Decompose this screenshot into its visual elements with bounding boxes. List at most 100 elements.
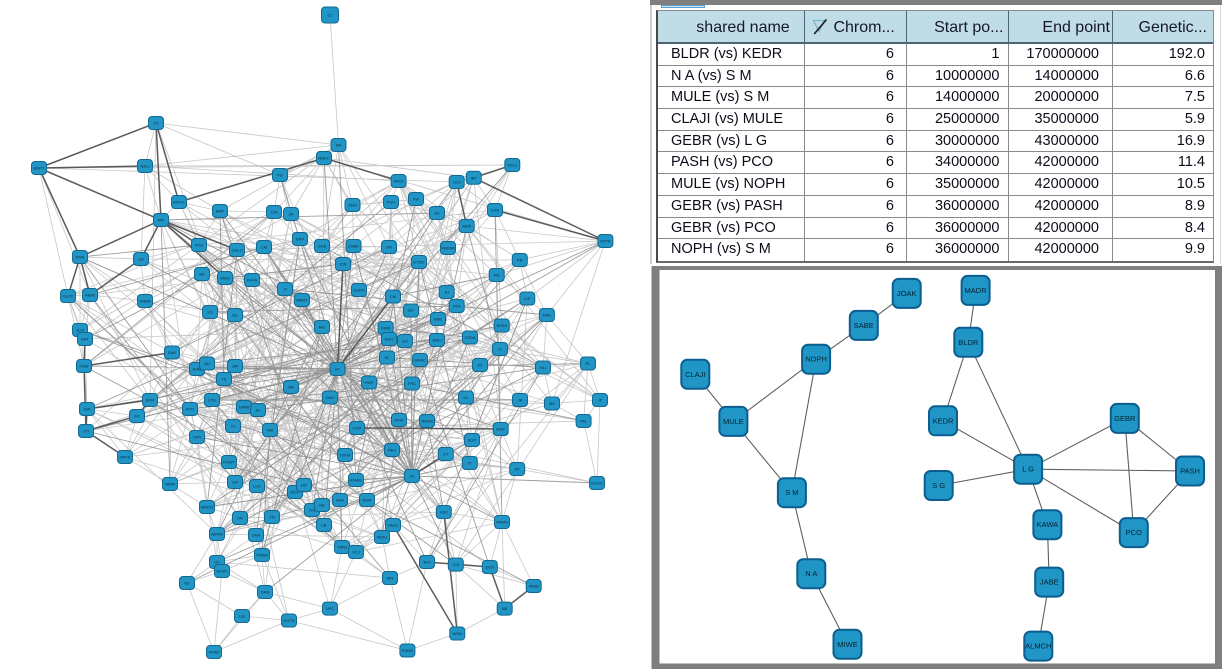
svg-text:ALMCH: ALMCH [1025,642,1051,651]
svg-text:HHOI: HHOI [394,179,404,184]
svg-text:FSW: FSW [80,364,89,369]
svg-text:PTA: PTA [453,304,461,309]
svg-text:AERI: AERI [462,224,471,229]
svg-text:UTE: UTE [208,398,216,403]
svg-text:NRBN: NRBN [139,299,150,304]
svg-text:RSM: RSM [363,498,372,503]
svg-text:RTO: RTO [186,407,194,412]
svg-text:BB: BB [502,606,508,611]
svg-text:SL: SL [385,355,391,360]
svg-text:MTFG: MTFG [173,200,184,205]
svg-text:KE: KE [319,503,325,508]
svg-text:HO: HO [301,483,307,488]
svg-text:S G: S G [932,481,945,490]
svg-text:NOIU: NOIU [377,535,387,540]
svg-text:RRAN: RRAN [421,419,432,424]
svg-text:JP: JP [598,398,603,403]
svg-text:RIBM: RIBM [85,293,95,298]
svg-text:NJ: NJ [185,581,190,586]
svg-text:PGO: PGO [387,200,396,205]
svg-text:MGH: MGH [220,276,229,281]
svg-text:SCJ: SCJ [352,550,360,555]
svg-text:CM: CM [261,245,267,250]
svg-text:MIWE: MIWE [837,640,857,649]
svg-text:RR: RR [517,258,523,263]
svg-text:FKAP: FKAP [209,650,220,655]
svg-text:HGTB: HGTB [283,618,294,623]
svg-text:JH: JH [410,474,415,479]
svg-text:JDAE: JDAE [192,367,203,372]
svg-text:ECDG: ECDG [591,481,603,486]
svg-text:SRR: SRR [146,398,155,403]
svg-text:LMBK: LMBK [348,244,359,249]
svg-text:CM: CM [390,294,396,299]
svg-text:FGDB: FGDB [402,648,413,653]
svg-text:PCO: PCO [1126,528,1142,537]
svg-text:PGWT: PGWT [223,460,236,465]
svg-text:SABE: SABE [854,321,874,330]
svg-text:SDLC: SDLC [507,163,518,168]
svg-text:SNO: SNO [348,203,357,208]
svg-text:OR: OR [237,516,243,521]
svg-text:TN: TN [269,515,274,520]
svg-text:MULE: MULE [723,417,744,426]
svg-text:UPC: UPC [326,606,335,611]
svg-text:EAE: EAE [168,350,176,355]
svg-text:KNWE: KNWE [350,478,362,483]
svg-text:SC: SC [477,363,483,368]
svg-text:MNDT: MNDT [296,298,308,303]
svg-text:TWW: TWW [337,545,347,550]
svg-text:TS: TS [153,121,158,126]
svg-text:OWJ: OWJ [326,395,335,400]
svg-text:RP: RP [408,308,414,313]
svg-text:JN: JN [289,212,294,217]
svg-text:SPES: SPES [496,323,507,328]
svg-text:DWW: DWW [239,405,250,410]
svg-text:CLAJI: CLAJI [685,370,705,379]
svg-text:BLDR: BLDR [958,338,979,347]
svg-text:ERE: ERE [434,317,443,322]
svg-text:BNPT: BNPT [34,166,45,171]
svg-text:DHA: DHA [252,533,261,538]
svg-text:JH: JH [444,290,449,295]
svg-text:FP: FP [134,414,139,419]
svg-text:ART: ART [81,337,89,342]
svg-text:JCO: JCO [76,328,84,333]
svg-text:NH: NH [336,143,342,148]
svg-text:HLI: HLI [540,365,546,370]
svg-text:TJ: TJ [231,424,235,429]
svg-text:OF: OF [214,560,220,565]
svg-text:GUJC: GUJC [63,294,74,299]
svg-text:GS: GS [138,257,144,262]
svg-text:DAN: DAN [261,590,270,595]
svg-text:AP: AP [515,467,521,472]
svg-text:FRC: FRC [408,381,416,386]
svg-text:OJI: OJI [453,562,459,567]
svg-text:SO: SO [207,310,213,315]
svg-text:BKMC: BKMC [414,358,426,363]
svg-text:MIJ: MIJ [319,325,325,330]
svg-text:KAE: KAE [543,313,551,318]
svg-text:KF: KF [335,367,341,372]
svg-text:PHFA: PHFA [247,278,258,283]
svg-text:WMD: WMD [529,584,539,589]
svg-text:NPI: NPI [158,218,165,223]
svg-text:TJKM: TJKM [340,453,350,458]
svg-text:NNDC: NNDC [318,156,330,161]
svg-text:MK: MK [549,401,555,406]
svg-text:MSN: MSN [76,255,85,260]
svg-text:CI: CI [498,347,502,352]
svg-text:GURD: GURD [353,288,365,293]
svg-text:MRDO: MRDO [201,505,213,510]
svg-text:DFN: DFN [193,435,201,440]
svg-text:NM: NM [267,428,273,433]
svg-text:GSLO: GSLO [231,248,242,253]
svg-text:PAL: PAL [580,419,588,424]
svg-text:AJ: AJ [256,408,261,413]
svg-text:CGK: CGK [491,208,500,213]
svg-text:GL: GL [463,395,469,400]
svg-text:SLWC: SLWC [216,569,227,574]
svg-text:NOPH: NOPH [805,355,827,364]
svg-text:L G: L G [1022,465,1034,474]
svg-text:GS: GS [309,508,315,513]
